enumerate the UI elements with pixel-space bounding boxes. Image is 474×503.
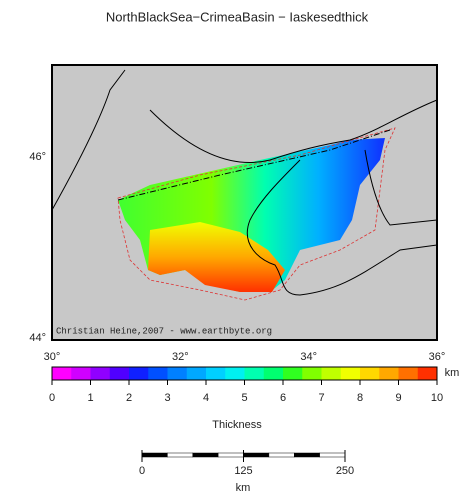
map-title: NorthBlackSea−CrimeaBasin − Iaskesedthic… <box>106 9 369 24</box>
longitude-label: 32° <box>172 351 189 363</box>
colorbar-tick-label: 9 <box>395 392 401 404</box>
scale-tick-label: 0 <box>139 465 145 477</box>
basin-outline <box>117 127 396 301</box>
scale-tick-label: 250 <box>336 465 354 477</box>
coastline <box>51 69 438 296</box>
colorbar-tick-label: 1 <box>87 392 93 404</box>
colorbar-tick-label: 2 <box>126 392 132 404</box>
colorbar-segment <box>340 367 361 380</box>
scale-segment <box>319 452 346 458</box>
colorbar-segment <box>417 367 438 380</box>
colorbar-unit: km <box>445 367 460 379</box>
colorbar-segment <box>167 367 188 380</box>
colorbar-tick-label: 5 <box>241 392 247 404</box>
colorbar-segment <box>186 367 207 380</box>
colorbar-segment <box>360 367 380 380</box>
colorbar-segment <box>129 367 149 380</box>
colorbar-tick-label: 7 <box>318 392 324 404</box>
colorbar-tick-label: 4 <box>203 392 209 404</box>
longitude-label: 36° <box>429 351 446 363</box>
colorbar-tick-label: 6 <box>280 392 286 404</box>
colorbar-segment <box>206 367 226 380</box>
colorbar-tick-label: 0 <box>49 392 55 404</box>
scale-segment <box>217 452 244 458</box>
scale-segment <box>243 452 270 458</box>
scale-tick-label: 125 <box>234 465 252 477</box>
colorbar-segment <box>148 367 168 380</box>
latitude-label: 46° <box>29 151 46 163</box>
colorbar-segment <box>379 367 399 380</box>
colorbar-segment <box>263 367 284 380</box>
longitude-label: 30° <box>44 351 61 363</box>
credit: Christian Heine,2007 - www.earthbyte.org <box>56 326 272 336</box>
colorbar-segment <box>109 367 130 380</box>
colorbar-tick-label: 8 <box>357 392 363 404</box>
scale-segment <box>167 452 193 458</box>
fault-line <box>117 129 391 201</box>
colorbar-segment <box>398 367 419 380</box>
colorbar-label: Thickness <box>212 419 262 431</box>
latitude-label: 44° <box>29 332 46 344</box>
colorbar-segment <box>321 367 342 380</box>
scale-segment <box>141 452 168 458</box>
scale-segment <box>268 452 295 458</box>
colorbar-segment <box>52 367 72 380</box>
map-frame: Christian Heine,2007 - www.earthbyte.org <box>51 64 438 341</box>
colorbar-segment <box>283 367 303 380</box>
scale-unit: km <box>236 482 251 494</box>
colorbar-tick-label: 3 <box>164 392 170 404</box>
colorbar-segment <box>71 367 91 380</box>
scale-segment <box>294 452 320 458</box>
colorbar-segment <box>90 367 111 380</box>
colorbar-tick-label: 10 <box>431 392 443 404</box>
colorbar-segment <box>302 367 322 380</box>
colorbar-segment <box>225 367 245 380</box>
scale-segment <box>192 452 219 458</box>
thickness-high <box>148 222 285 292</box>
colorbar-segment <box>244 367 265 380</box>
longitude-label: 34° <box>300 351 317 363</box>
